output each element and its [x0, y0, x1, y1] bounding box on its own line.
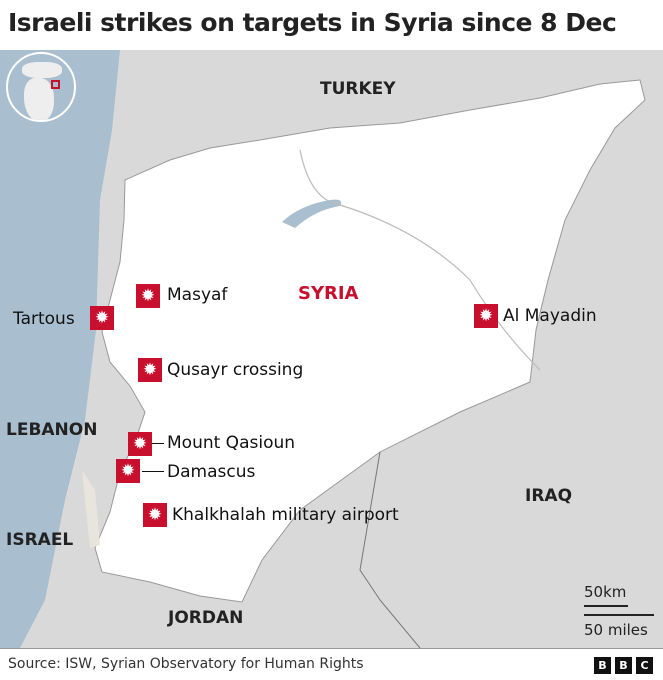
explosion-icon[interactable]: ✹ — [474, 304, 498, 328]
strike-label-khalkhalah: Khalkhalah military airport — [172, 505, 399, 525]
leader-line — [142, 471, 164, 472]
strike-label-tartous: Tartous — [13, 309, 75, 329]
map: TURKEY SYRIA LEBANON ISRAEL JORDAN IRAQ … — [0, 50, 663, 648]
map-shapes — [0, 50, 646, 648]
explosion-icon[interactable]: ✹ — [136, 284, 160, 308]
strike-label-damascus: Damascus — [167, 462, 256, 482]
lake-assad — [282, 199, 342, 228]
map-title: Israeli strikes on targets in Syria sinc… — [8, 8, 617, 37]
label-turkey: TURKEY — [320, 79, 396, 99]
explosion-icon[interactable]: ✹ — [128, 432, 152, 456]
bbc-logo-c: C — [636, 657, 653, 674]
leader-line — [152, 443, 164, 444]
label-lebanon: LEBANON — [6, 420, 98, 440]
scale-miles: 50 miles — [584, 621, 648, 639]
euphrates-river — [299, 149, 541, 371]
source-text: Source: ISW, Syrian Observatory for Huma… — [8, 656, 364, 672]
strike-label-al-mayadin: Al Mayadin — [503, 306, 597, 326]
strike-label-masyaf: Masyaf — [167, 285, 228, 305]
scale-bar-km — [584, 605, 628, 607]
bbc-logo-b1: B — [594, 657, 611, 674]
footer: Source: ISW, Syrian Observatory for Huma… — [0, 648, 663, 680]
iraq-border — [359, 451, 421, 648]
scale-bar-miles — [584, 614, 654, 616]
strike-label-qusayr: Qusayr crossing — [167, 360, 304, 380]
label-jordan: JORDAN — [168, 608, 244, 628]
label-israel: ISRAEL — [6, 530, 74, 550]
scale-km: 50km — [584, 583, 627, 601]
explosion-icon[interactable]: ✹ — [90, 306, 114, 330]
locator-globe — [6, 52, 76, 122]
explosion-icon[interactable]: ✹ — [138, 358, 162, 382]
label-syria: SYRIA — [298, 283, 359, 304]
explosion-icon[interactable]: ✹ — [143, 503, 167, 527]
sea — [0, 50, 120, 648]
bbc-logo-b2: B — [615, 657, 632, 674]
explosion-icon[interactable]: ✹ — [116, 459, 140, 483]
disputed-area — [82, 470, 100, 548]
label-iraq: IRAQ — [525, 486, 573, 506]
strike-label-mount-qasioun: Mount Qasioun — [167, 433, 296, 453]
